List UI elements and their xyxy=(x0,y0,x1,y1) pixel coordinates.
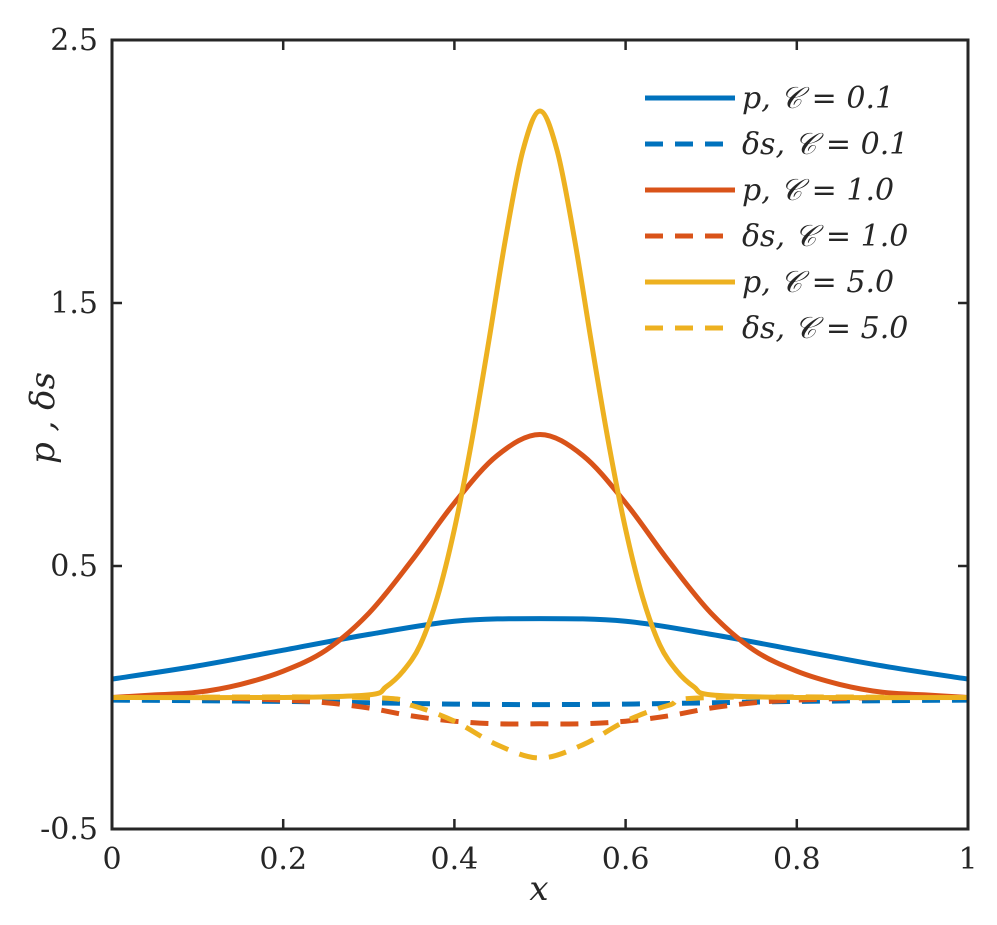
axes-box xyxy=(110,38,970,831)
series-line-3 xyxy=(111,432,969,700)
legend-label-2: δs, 𝒞 = 0.1 xyxy=(742,127,908,162)
x-axis-label: x xyxy=(529,869,548,909)
axes-layer: 0 0.2 0.4 0.6 0.8 1 -0.5 0.5 1.5 2.5 xyxy=(40,23,977,877)
y-tick-label: -0.5 xyxy=(40,812,98,847)
series-line-4 xyxy=(111,694,969,727)
series-line-2 xyxy=(111,697,969,708)
y-tick-label: 2.5 xyxy=(50,23,98,58)
x-tick-label: 0 xyxy=(102,842,121,877)
x-tick-label: 0.6 xyxy=(602,842,650,877)
legend-label-5: p, 𝒞 = 5.0 xyxy=(742,265,894,300)
series-layer xyxy=(111,108,969,761)
legend-label-4: δs, 𝒞 = 1.0 xyxy=(742,219,908,254)
legend-label-3: p, 𝒞 = 1.0 xyxy=(742,173,894,208)
legend-label-1: p, 𝒞 = 0.1 xyxy=(742,81,894,116)
x-tick-label: 0.4 xyxy=(431,842,479,877)
x-tick-label: 0.2 xyxy=(259,842,307,877)
legend-label-6: δs, 𝒞 = 5.0 xyxy=(742,311,908,346)
y-tick-label: 0.5 xyxy=(50,549,98,584)
series-line-5 xyxy=(111,108,969,701)
y-axis-label: p , δs xyxy=(23,372,63,464)
x-tick-label: 0.8 xyxy=(773,842,821,877)
legend: p, 𝒞 = 0.1 δs, 𝒞 = 0.1 p, 𝒞 = 1.0 δs, 𝒞 = 1… xyxy=(645,81,908,346)
series-line-1 xyxy=(111,616,969,682)
y-tick-label: 1.5 xyxy=(50,286,98,321)
x-tick-label: 1 xyxy=(958,842,977,877)
